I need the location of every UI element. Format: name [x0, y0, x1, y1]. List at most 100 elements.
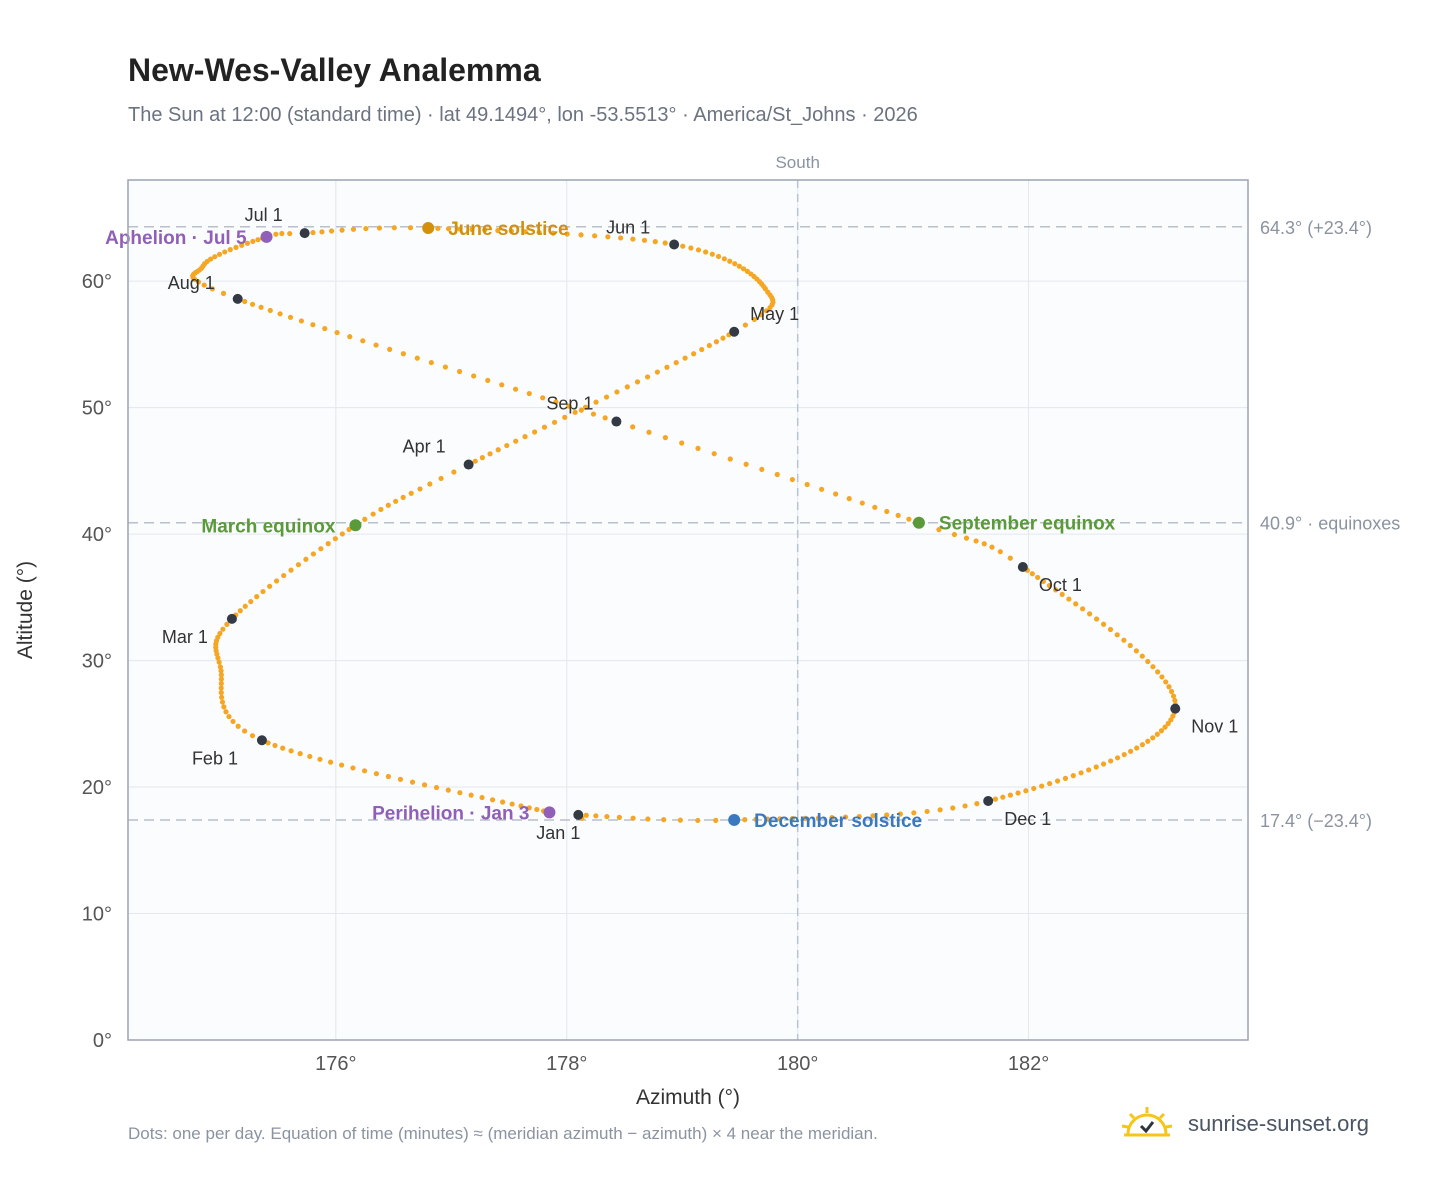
- day-dot: [195, 279, 202, 285]
- day-dot: [201, 282, 207, 288]
- month-label: Dec 1: [1004, 809, 1051, 829]
- day-dot: [242, 728, 248, 734]
- y-tick-label: 30°: [82, 651, 112, 673]
- day-dot: [703, 249, 709, 255]
- day-dot: [630, 424, 636, 430]
- day-dot: [376, 225, 383, 231]
- day-dot: [634, 379, 641, 385]
- day-dot: [310, 229, 316, 236]
- day-dot: [744, 268, 750, 274]
- day-dot: [482, 227, 488, 233]
- month-marker: [256, 735, 267, 746]
- day-dot: [605, 234, 611, 240]
- day-dot: [1031, 785, 1037, 792]
- day-dot: [281, 572, 287, 579]
- day-dot: [759, 466, 765, 473]
- day-dot: [339, 762, 345, 768]
- day-dot: [362, 516, 368, 522]
- day-dot: [385, 773, 391, 780]
- day-dot: [442, 364, 449, 370]
- day-dot: [216, 251, 223, 257]
- day-dot: [407, 225, 414, 231]
- day-dot: [435, 225, 441, 231]
- day-dot: [1121, 751, 1127, 758]
- day-dot: [378, 506, 384, 513]
- plot-frame: [127, 179, 1249, 1041]
- event-label: Aphelion · Jul 5: [105, 228, 247, 249]
- day-dot: [219, 699, 226, 705]
- day-dot: [1007, 792, 1013, 798]
- day-dot: [1040, 578, 1046, 584]
- day-dot: [1007, 555, 1013, 561]
- brand-logo[interactable]: sunrise-sunset.org: [1120, 1100, 1369, 1148]
- day-dot: [1023, 788, 1029, 794]
- day-dot: [518, 803, 524, 809]
- day-dot: [1114, 632, 1120, 638]
- event-marker: [543, 806, 556, 819]
- day-dot: [713, 339, 720, 345]
- month-marker: [983, 795, 994, 806]
- day-dot: [644, 374, 651, 380]
- day-dot: [222, 249, 228, 255]
- day-dot: [361, 768, 368, 774]
- day-dot: [699, 346, 705, 353]
- day-dot: [1047, 780, 1053, 787]
- day-dot: [715, 253, 722, 260]
- day-dot: [1108, 758, 1114, 764]
- day-dot: [677, 817, 683, 823]
- day-dot: [317, 756, 323, 762]
- day-dot: [297, 751, 303, 757]
- y-tick-label: 10°: [82, 904, 112, 926]
- day-dot: [742, 322, 748, 328]
- event-markers: June solstice December solstice March equi…: [105, 219, 1116, 832]
- day-dot: [508, 228, 514, 234]
- day-dot: [593, 813, 599, 819]
- day-dot: [223, 709, 229, 715]
- day-dot: [456, 368, 463, 375]
- day-dot: [566, 403, 572, 409]
- day-dot: [1128, 748, 1134, 754]
- day-dot: [339, 531, 345, 537]
- day-dot: [765, 816, 771, 822]
- day-dot: [884, 508, 890, 515]
- event-marker: [728, 813, 741, 826]
- day-dot: [740, 266, 747, 272]
- day-dot: [224, 621, 230, 627]
- day-dot: [1094, 616, 1100, 622]
- day-dot: [742, 817, 748, 823]
- month-label: Oct 1: [1039, 575, 1082, 595]
- day-dot: [273, 578, 280, 584]
- day-dot: [334, 329, 340, 336]
- day-dot: [522, 434, 528, 440]
- day-dot: [485, 377, 491, 384]
- day-dot: [736, 263, 742, 269]
- day-dot: [802, 815, 808, 821]
- day-dot: [673, 360, 679, 366]
- day-dot: [590, 411, 597, 417]
- day-dot: [421, 782, 428, 788]
- day-dot: [614, 389, 620, 395]
- day-dot: [1121, 637, 1127, 643]
- day-dot: [1100, 761, 1107, 767]
- day-dot: [870, 813, 876, 819]
- day-dot: [706, 342, 712, 349]
- day-dot: [680, 243, 686, 249]
- day-dot: [751, 316, 757, 323]
- day-dot: [218, 676, 224, 682]
- day-dot: [1168, 717, 1174, 723]
- day-dot: [842, 814, 849, 820]
- day-dot: [973, 538, 979, 544]
- y-tick-label: 0°: [93, 1030, 112, 1052]
- day-dot: [509, 801, 515, 807]
- footnote: Dots: one per day. Equation of time (min…: [128, 1124, 878, 1143]
- day-dot: [218, 685, 224, 691]
- event-marker: [422, 222, 435, 235]
- day-dot: [445, 226, 452, 232]
- day-dot: [1073, 601, 1079, 607]
- day-dot: [233, 244, 239, 251]
- axis-ticks: 0° 10° 20° 30° 40° 50° 60° 176° 178° 180° 182°: [82, 271, 1050, 1075]
- day-dot: [936, 527, 942, 533]
- day-dot: [774, 471, 780, 478]
- day-dot: [534, 806, 540, 813]
- day-dot: [720, 335, 726, 341]
